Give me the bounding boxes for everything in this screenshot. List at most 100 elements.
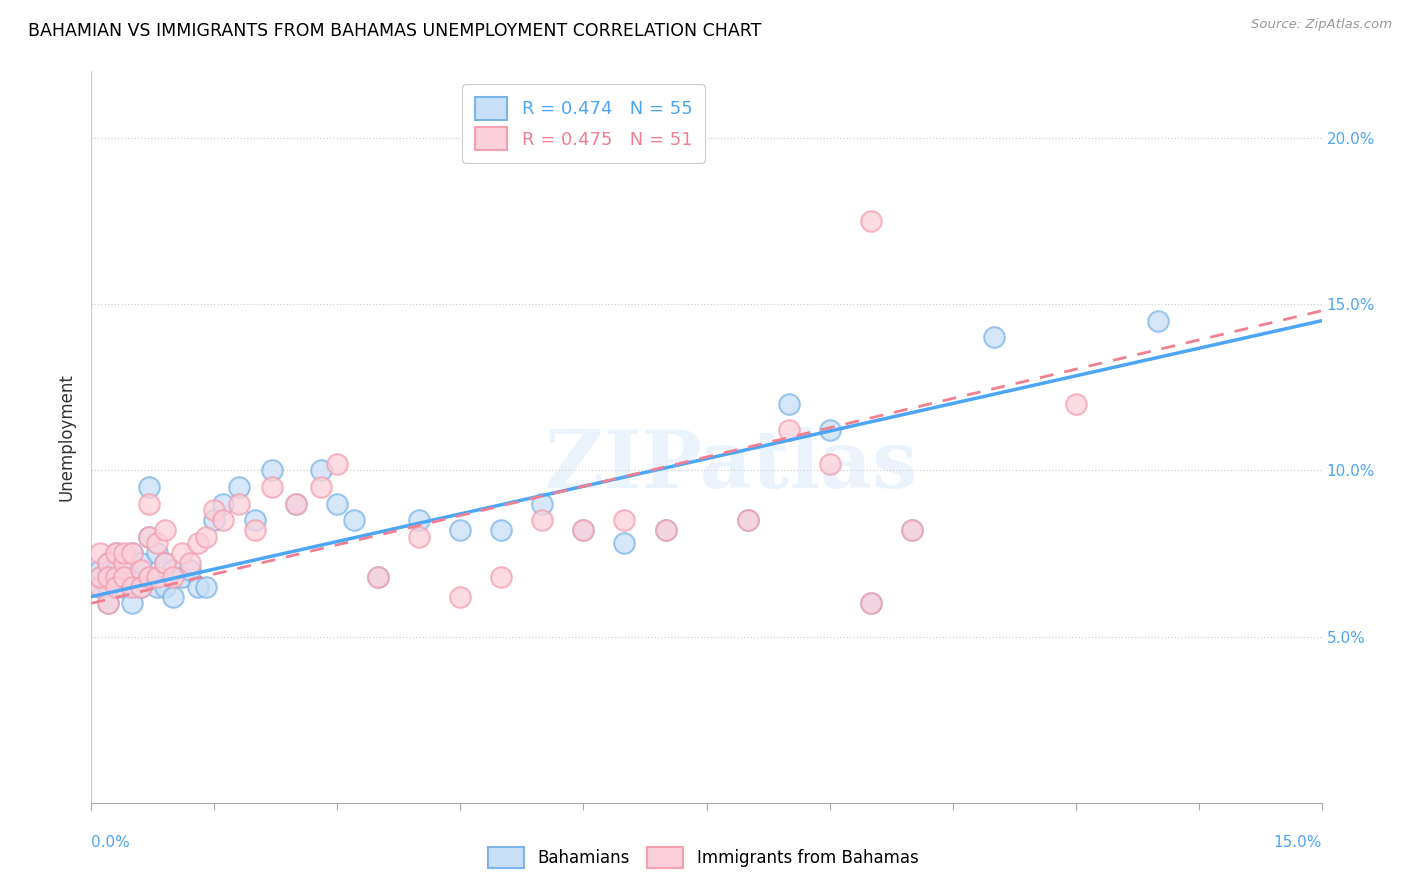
Point xyxy=(170,546,193,560)
Point xyxy=(737,513,759,527)
Point xyxy=(367,570,389,584)
Point xyxy=(89,580,111,594)
Point xyxy=(162,563,184,577)
Point xyxy=(97,570,120,584)
Point xyxy=(228,497,250,511)
Point xyxy=(121,570,143,584)
Point xyxy=(367,570,389,584)
Point xyxy=(138,497,160,511)
Point xyxy=(138,570,160,584)
Point xyxy=(654,523,676,537)
Point xyxy=(326,497,349,511)
Point xyxy=(737,513,759,527)
Point xyxy=(572,523,595,537)
Point xyxy=(1064,397,1087,411)
Point xyxy=(162,570,184,584)
Point xyxy=(138,570,160,584)
Point xyxy=(211,513,233,527)
Point xyxy=(129,557,152,571)
Point xyxy=(112,546,135,560)
Point xyxy=(408,513,430,527)
Text: 15.0%: 15.0% xyxy=(1274,836,1322,850)
Point xyxy=(491,570,513,584)
Point xyxy=(121,596,143,610)
Point xyxy=(778,397,800,411)
Point xyxy=(146,536,169,550)
Point xyxy=(245,513,267,527)
Point xyxy=(778,424,800,438)
Point xyxy=(105,580,127,594)
Point xyxy=(983,330,1005,344)
Point xyxy=(900,523,922,537)
Point xyxy=(129,563,152,577)
Point xyxy=(105,580,127,594)
Point xyxy=(202,513,225,527)
Point xyxy=(97,570,120,584)
Text: Source: ZipAtlas.com: Source: ZipAtlas.com xyxy=(1251,18,1392,31)
Point xyxy=(112,570,135,584)
Point xyxy=(309,463,332,477)
Point xyxy=(613,536,636,550)
Point xyxy=(121,546,143,560)
Point xyxy=(531,497,554,511)
Y-axis label: Unemployment: Unemployment xyxy=(58,373,76,501)
Point xyxy=(153,557,177,571)
Point xyxy=(105,546,127,560)
Point xyxy=(309,480,332,494)
Point xyxy=(146,570,169,584)
Point xyxy=(187,536,209,550)
Point xyxy=(211,497,233,511)
Point xyxy=(170,570,193,584)
Point xyxy=(285,497,308,511)
Point xyxy=(613,513,636,527)
Point xyxy=(138,530,160,544)
Point xyxy=(89,580,111,594)
Point xyxy=(97,580,120,594)
Point xyxy=(900,523,922,537)
Point xyxy=(97,596,120,610)
Point xyxy=(153,580,177,594)
Text: 0.0%: 0.0% xyxy=(91,836,131,850)
Point xyxy=(121,546,143,560)
Point xyxy=(408,530,430,544)
Text: BAHAMIAN VS IMMIGRANTS FROM BAHAMAS UNEMPLOYMENT CORRELATION CHART: BAHAMIAN VS IMMIGRANTS FROM BAHAMAS UNEM… xyxy=(28,22,762,40)
Point xyxy=(129,580,152,594)
Point xyxy=(449,523,471,537)
Point xyxy=(105,546,127,560)
Point xyxy=(228,480,250,494)
Point xyxy=(112,557,135,571)
Point xyxy=(146,546,169,560)
Point xyxy=(859,596,882,610)
Point xyxy=(121,580,143,594)
Point xyxy=(195,580,218,594)
Point xyxy=(146,580,169,594)
Point xyxy=(89,570,111,584)
Point xyxy=(97,596,120,610)
Point xyxy=(245,523,267,537)
Point xyxy=(179,563,201,577)
Point xyxy=(202,503,225,517)
Point xyxy=(818,424,841,438)
Point xyxy=(859,596,882,610)
Point xyxy=(138,480,160,494)
Point xyxy=(105,563,127,577)
Point xyxy=(112,570,135,584)
Point xyxy=(260,463,283,477)
Point xyxy=(818,457,841,471)
Point xyxy=(153,557,177,571)
Point xyxy=(97,557,120,571)
Point xyxy=(162,590,184,604)
Point xyxy=(572,523,595,537)
Point xyxy=(105,570,127,584)
Point xyxy=(97,557,120,571)
Point xyxy=(112,557,135,571)
Point xyxy=(153,523,177,537)
Point xyxy=(859,214,882,228)
Legend: R = 0.474   N = 55, R = 0.475   N = 51: R = 0.474 N = 55, R = 0.475 N = 51 xyxy=(463,84,704,163)
Point xyxy=(129,580,152,594)
Point xyxy=(179,557,201,571)
Point xyxy=(285,497,308,511)
Point xyxy=(531,513,554,527)
Point xyxy=(195,530,218,544)
Point xyxy=(491,523,513,537)
